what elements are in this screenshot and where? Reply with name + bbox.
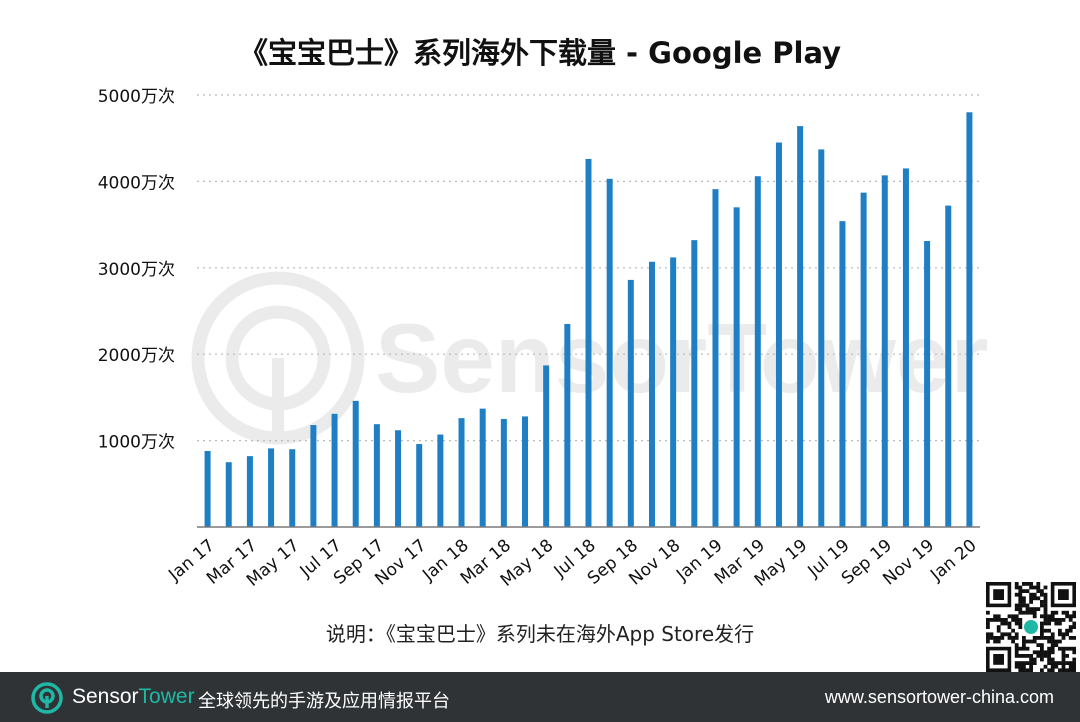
bar	[924, 241, 931, 528]
y-tick-label: 2000万次	[98, 346, 175, 366]
bar	[268, 448, 275, 527]
bar	[543, 365, 550, 527]
bar-chart: SensorTower 1000万次 2000万次 3000万次 4000万次 5000…	[98, 87, 989, 591]
bar	[416, 444, 423, 527]
bar	[945, 205, 952, 528]
watermark-logo-stem	[272, 358, 284, 438]
bar	[458, 418, 465, 527]
sensortower-logo-icon	[31, 682, 63, 714]
bar	[585, 158, 592, 527]
bar	[204, 450, 211, 527]
watermark-text: SensorTower	[375, 303, 989, 413]
bar	[860, 192, 867, 527]
bar	[522, 416, 529, 527]
sensortower-watermark: SensorTower	[191, 271, 989, 445]
bar	[733, 207, 740, 527]
bar	[691, 240, 698, 528]
bar	[437, 434, 444, 527]
footnote: 说明：《宝宝巴士》系列未在海外App Store发行	[325, 622, 755, 646]
bar	[246, 456, 253, 527]
bar	[627, 279, 634, 527]
chart-title: 《宝宝巴士》系列海外下载量 - Google Play	[238, 36, 842, 70]
bar	[797, 126, 804, 527]
bar	[754, 176, 761, 527]
bar	[310, 425, 317, 527]
bar	[352, 400, 359, 527]
footer-bar: SensorTower 全球领先的手游及应用情报平台 www.sensortow…	[0, 672, 1080, 722]
footer-tagline: 全球领先的手游及应用情报平台	[198, 691, 450, 712]
y-tick-label: 5000万次	[98, 87, 175, 107]
bar	[395, 430, 402, 527]
bar	[500, 419, 507, 527]
bar	[775, 142, 782, 527]
watermark-logo-ring	[191, 271, 365, 445]
bar	[902, 168, 909, 527]
y-tick-label: 3000万次	[98, 260, 175, 280]
bar	[479, 408, 486, 527]
bar	[289, 449, 296, 527]
y-tick-label: 4000万次	[98, 173, 175, 193]
bar	[881, 175, 888, 528]
bar	[331, 413, 338, 527]
bar	[818, 149, 825, 527]
footer-website-link[interactable]: www.sensortower-china.com	[824, 687, 1054, 707]
qr-code	[986, 582, 1076, 672]
y-axis-labels: 1000万次 2000万次 3000万次 4000万次 5000万次	[98, 87, 175, 453]
bar	[564, 323, 571, 527]
bars	[204, 112, 973, 528]
y-tick-label: 1000万次	[98, 433, 175, 453]
bar	[712, 189, 719, 527]
footer-brand: SensorTower	[72, 685, 195, 708]
bar	[670, 257, 677, 527]
bar	[839, 221, 846, 528]
watermark-logo-inner	[225, 305, 331, 411]
bar	[648, 261, 655, 527]
x-tick-label: Jan 20	[926, 536, 980, 586]
bar	[606, 178, 613, 528]
bar	[225, 462, 232, 527]
bar	[966, 112, 973, 527]
bar	[373, 424, 380, 527]
